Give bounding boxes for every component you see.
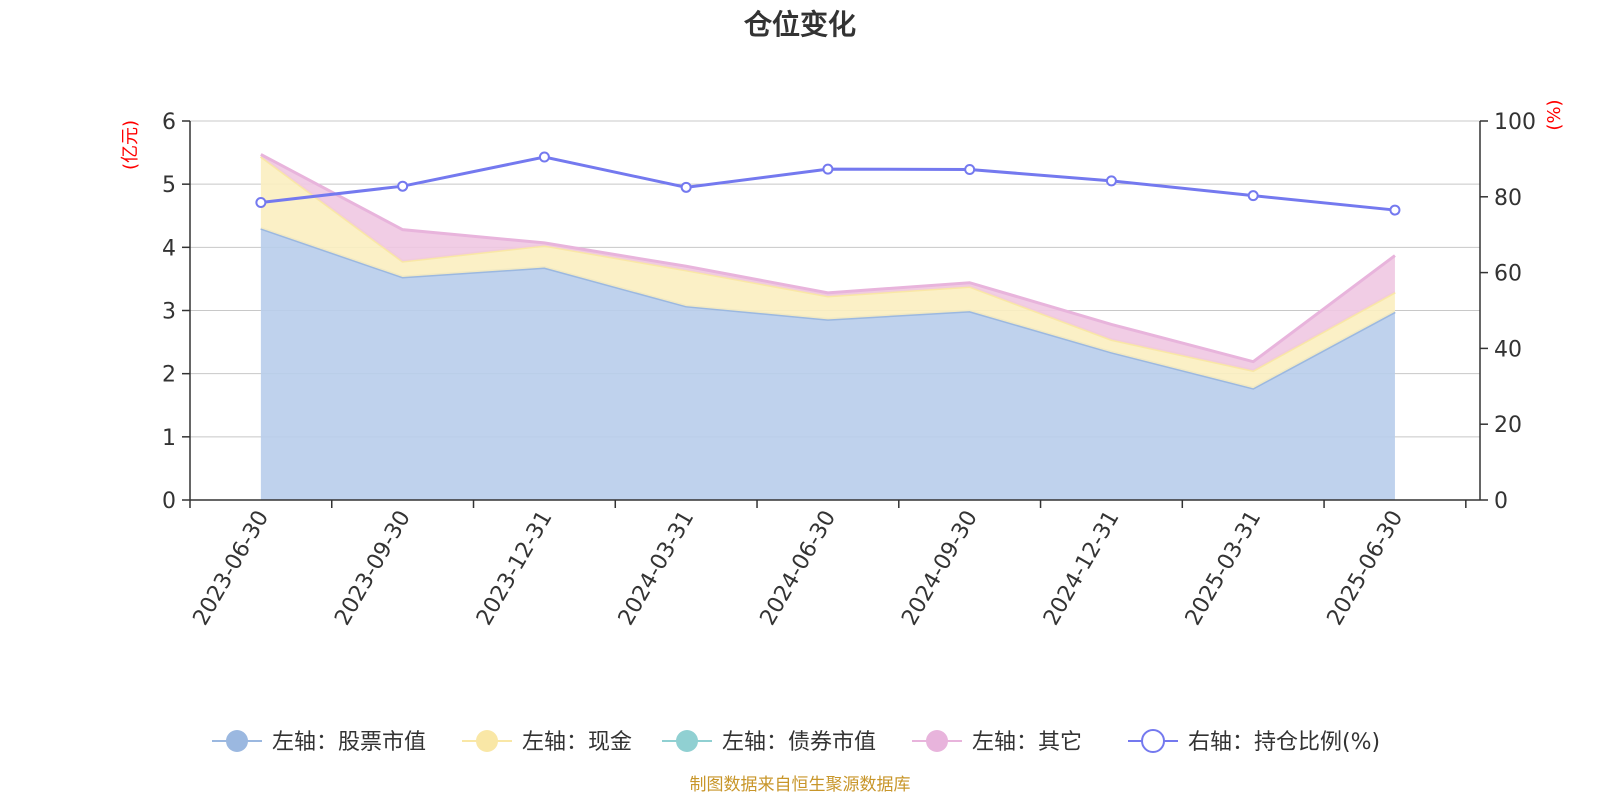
legend-label-3: 左轴：其它: [972, 730, 1082, 755]
right-tick-label-80: 80: [1494, 186, 1522, 211]
area-series-3: [260, 154, 1395, 371]
left-tick-label-3: 3: [162, 300, 176, 325]
ratio-point-3: [680, 181, 692, 193]
ratio-point-8: [1389, 204, 1401, 216]
ratio-point-1: [397, 180, 409, 192]
ratio-point-0: [255, 196, 267, 208]
right-tick-label-60: 60: [1494, 262, 1522, 287]
right-tick-label-100: 100: [1494, 110, 1536, 135]
x-tick-label-4: 2024-06-30: [756, 507, 842, 630]
x-tick-label-0: 2023-06-30: [188, 507, 274, 630]
left-tick-label-2: 2: [162, 363, 176, 388]
x-tick-label-8: 2025-06-30: [1323, 507, 1409, 630]
x-tick-label-1: 2023-09-30: [330, 506, 416, 629]
right-axis-unit: (%): [1544, 99, 1565, 130]
area-series-1: [260, 156, 1395, 389]
ratio-point-7: [1247, 190, 1259, 202]
left-tick-label-0: 0: [162, 489, 176, 514]
legend-label-4: 右轴：持仓比例(%): [1188, 730, 1380, 755]
area-series-0: [260, 228, 1395, 500]
left-axis-unit: (亿元): [120, 120, 141, 170]
line-layers: [255, 151, 1401, 216]
legend-marker-1: [476, 730, 498, 752]
legend-marker-4: [1141, 729, 1165, 753]
right-tick-label-0: 0: [1494, 489, 1508, 514]
area-layers: [259, 153, 1396, 500]
legend-label-2: 左轴：债券市值: [722, 730, 876, 755]
right-tick-label-20: 20: [1494, 413, 1522, 438]
area-edge-series-3: [260, 153, 1396, 364]
x-tick-label-3: 2024-03-31: [614, 507, 700, 630]
legend-label-0: 左轴：股票市值: [272, 730, 426, 755]
legend-marker-3: [926, 730, 948, 752]
left-tick-label-4: 4: [162, 236, 176, 261]
axes: [182, 120, 1488, 508]
legend-marker-2: [676, 730, 698, 752]
legend: 左轴：股票市值 左轴：现金 左轴：债券市值 左轴：其它 右轴：持仓比例(%): [212, 729, 1380, 755]
legend-marker-0: [226, 730, 248, 752]
ratio-point-5: [964, 164, 976, 176]
x-tick-label-2: 2023-12-31: [472, 507, 558, 630]
legend-label-1: 左轴：现金: [522, 730, 632, 755]
chart-title: 仓位变化: [744, 8, 856, 41]
source-note: 制图数据来自恒生聚源数据库: [690, 775, 911, 795]
left-tick-label-1: 1: [162, 426, 176, 451]
ratio-point-4: [822, 163, 834, 175]
ratio-point-2: [538, 151, 550, 163]
left-tick-label-6: 6: [162, 110, 176, 135]
right-tick-label-40: 40: [1494, 337, 1522, 362]
ratio-point-6: [1105, 175, 1117, 187]
left-tick-label-5: 5: [162, 173, 176, 198]
x-tick-label-7: 2025-03-31: [1181, 507, 1267, 630]
x-tick-label-6: 2024-12-31: [1039, 507, 1125, 630]
x-tick-label-5: 2024-09-30: [897, 507, 983, 630]
